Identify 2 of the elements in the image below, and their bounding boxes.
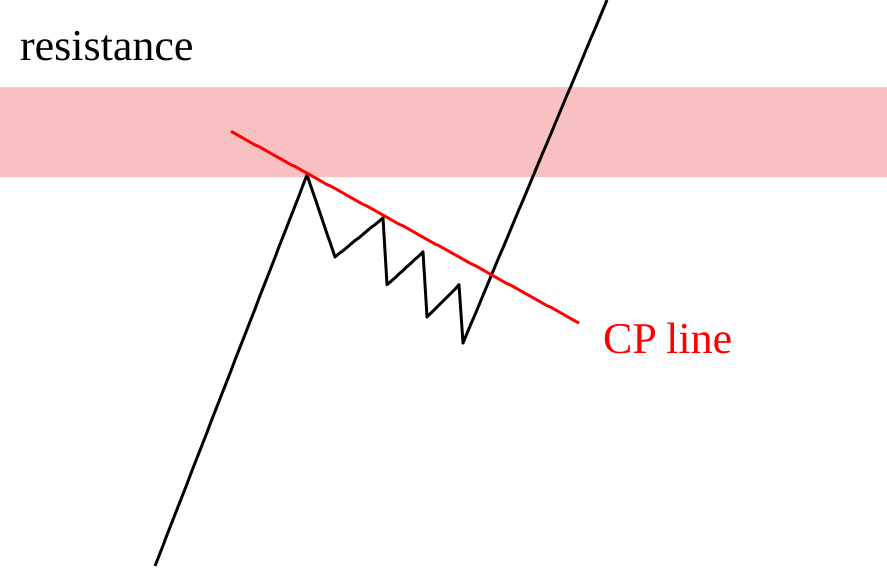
series-label: CP line	[603, 314, 732, 364]
band-label: resistance	[20, 21, 194, 70]
